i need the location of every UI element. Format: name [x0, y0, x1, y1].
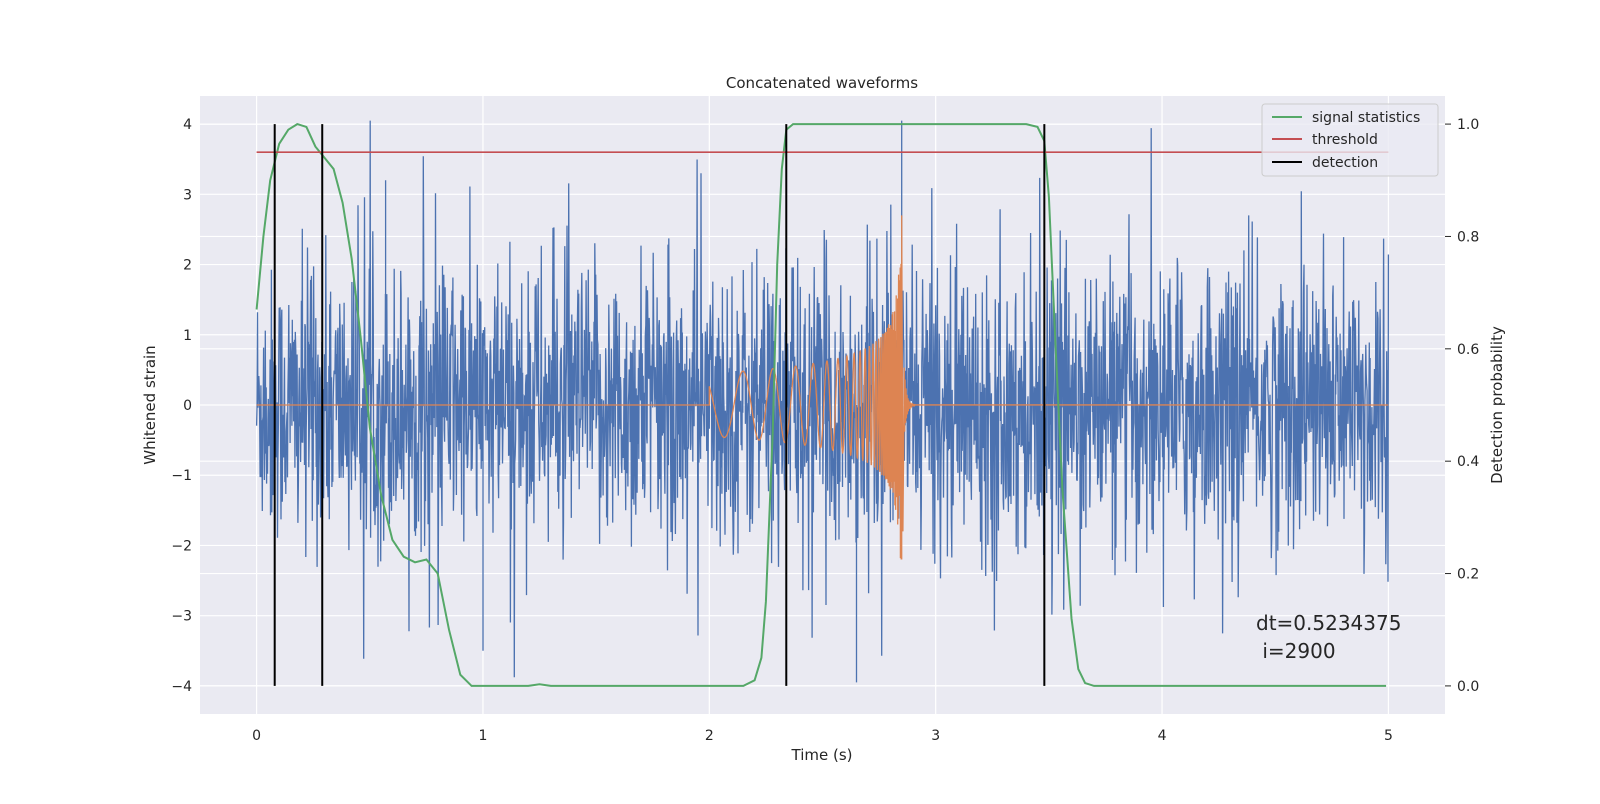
- y2-tick-label: 0.0: [1457, 679, 1479, 695]
- tick-labels: 0 1 2 3 4 5 −4 −3 −2 −1 0 1 2 3 4 0.0 0.2 0.4 0.6 0.8 1.0: [171, 117, 1479, 744]
- template-line: [256, 215, 1389, 560]
- x-tick-label: 0: [252, 728, 261, 744]
- y2-tick-label: 0.6: [1457, 342, 1479, 358]
- y-axis-label: Whitened strain: [141, 345, 159, 464]
- chart-title: Concatenated waveforms: [726, 74, 918, 92]
- x-tick-label: 3: [931, 728, 940, 744]
- y-tick-label: 4: [183, 117, 192, 133]
- signal-statistics-line: [255, 123, 1387, 687]
- legend-box: [1261, 103, 1439, 177]
- y2-axis-label: Detection probability: [1488, 326, 1506, 484]
- annotation-line: dt=0.5234375: [1256, 611, 1401, 635]
- y-tick-label: 2: [183, 258, 192, 274]
- detection-series: [273, 124, 1046, 686]
- y-tick-label: −1: [171, 468, 192, 484]
- legend-label-detection: detection: [1312, 155, 1378, 171]
- x-tick-label: 5: [1384, 728, 1393, 744]
- y-tick-label: 1: [183, 328, 192, 344]
- template-series: [256, 215, 1389, 560]
- y2-tick-label: 1.0: [1457, 117, 1479, 133]
- y2-tick-label: 0.8: [1457, 229, 1479, 245]
- y2-tick-label: 0.2: [1457, 567, 1479, 583]
- y-tick-label: −4: [171, 679, 192, 695]
- x-tick-label: 2: [705, 728, 714, 744]
- x-tick-label: 1: [478, 728, 487, 744]
- y-tick-label: −3: [171, 609, 192, 625]
- y2-tick-label: 0.4: [1457, 454, 1479, 470]
- legend: signal statistics threshold detection: [1261, 103, 1439, 177]
- legend-label-signal-statistics: signal statistics: [1312, 110, 1420, 126]
- y-tick-label: −2: [171, 538, 192, 554]
- annotation-text: dt=0.5234375 i=2900: [1256, 611, 1401, 663]
- x-tick-label: 4: [1158, 728, 1167, 744]
- y-tick-label: 3: [183, 187, 192, 203]
- annotation-line: i=2900: [1256, 639, 1336, 663]
- legend-label-threshold: threshold: [1312, 132, 1378, 148]
- signal-statistics-series: [255, 123, 1387, 687]
- x-axis-label: Time (s): [791, 746, 853, 764]
- y-tick-label: 0: [183, 398, 192, 414]
